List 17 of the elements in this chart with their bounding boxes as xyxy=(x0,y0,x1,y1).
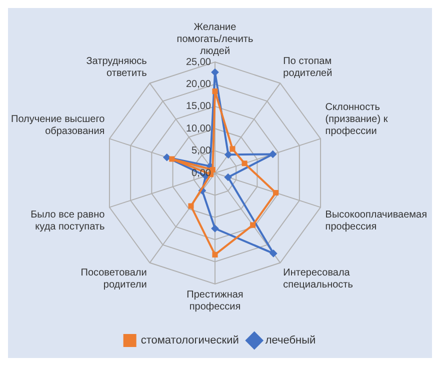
y-tick-label: 10,00 xyxy=(186,123,212,134)
y-tick-label: 25,00 xyxy=(186,56,212,68)
spoke-label: Высокооплачиваемая профессия xyxy=(325,210,428,233)
spoke-label: Желание помогать/лечить людей xyxy=(176,22,254,57)
y-tick-label: 0,00 xyxy=(192,168,212,179)
y-tick-label: 20,00 xyxy=(186,78,212,90)
spoke-label: Получение высшего образования xyxy=(11,114,106,137)
spoke-label: Затрудняюсь ответить xyxy=(86,56,147,79)
spoke-label: Было все равно куда поступать xyxy=(30,210,106,233)
y-tick-label: 15,00 xyxy=(186,101,212,112)
spoke-label: Престижная профессия xyxy=(186,290,244,313)
legend-label: лечебный xyxy=(265,334,316,347)
spoke-label: Интересовала специальность xyxy=(283,268,353,291)
spoke-label: По стопам родителей xyxy=(283,56,332,79)
legend-label: стоматологический xyxy=(140,334,239,347)
spoke-label: Посоветовали родители xyxy=(80,268,147,291)
spoke-label: Склонность (призвание) к профессии xyxy=(325,102,388,137)
